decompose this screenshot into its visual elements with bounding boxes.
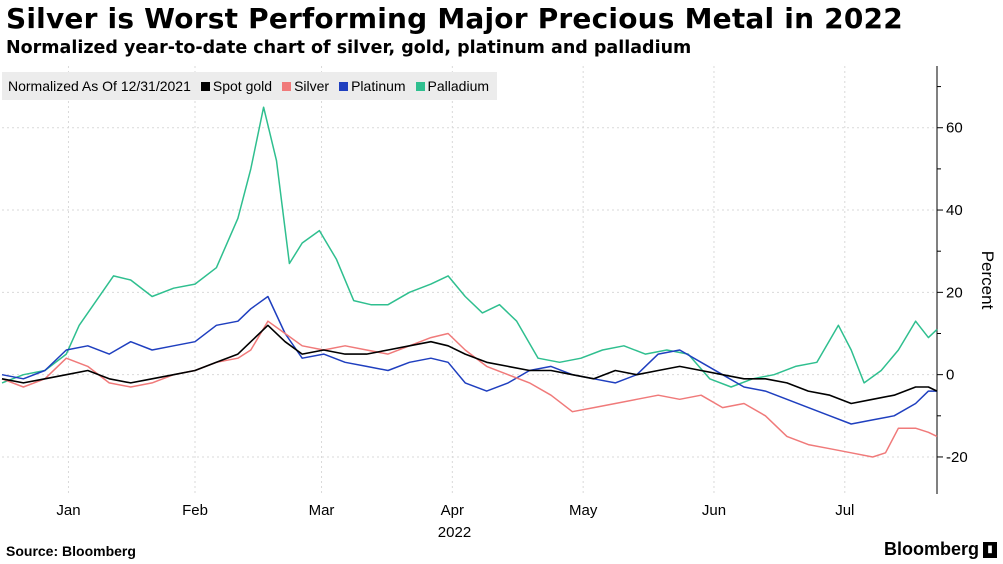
series-line-spot-gold (1, 324, 938, 405)
x-axis-label: 2022 (438, 524, 471, 541)
legend-label-palladium: Palladium (427, 78, 490, 94)
y-tick-label: 40 (946, 202, 963, 219)
x-tick-label: Jun (702, 502, 726, 519)
x-tick-label: May (569, 502, 598, 519)
legend-swatch-spot-gold (200, 81, 210, 91)
y-tick-label: 20 (946, 284, 963, 301)
series-line-silver (1, 320, 938, 458)
legend-item-platinum: Platinum (339, 78, 406, 94)
legend-label-platinum: Platinum (351, 78, 406, 94)
legend-item-silver: Silver (282, 78, 329, 94)
x-tick-label: Jan (56, 502, 80, 519)
y-tick-label: -20 (946, 449, 968, 466)
legend-swatch-silver (282, 81, 292, 91)
bloomberg-mark-icon: ▮ (983, 541, 997, 558)
series-line-palladium (1, 106, 938, 388)
chart-subtitle: Normalized year-to-date chart of silver,… (6, 38, 692, 58)
brand-name: Bloomberg (883, 539, 979, 559)
y-tick-label: 0 (946, 367, 954, 384)
legend-note: Normalized As Of 12/31/2021 (8, 78, 191, 94)
legend-item-spot-gold: Spot gold (200, 78, 273, 94)
legend-label-spot-gold: Spot gold (212, 78, 273, 94)
chart-legend: Normalized As Of 12/31/2021 Spot gold Si… (2, 72, 498, 100)
legend-label-silver: Silver (294, 78, 330, 94)
x-tick-label: Mar (309, 502, 335, 519)
legend-swatch-platinum (339, 81, 349, 91)
y-axis-label: Percent (978, 251, 997, 310)
x-tick-label: Apr (441, 502, 464, 519)
series-line-platinum (1, 295, 937, 425)
y-tick-label: 60 (946, 120, 963, 137)
legend-item-palladium: Palladium (415, 78, 490, 94)
x-tick-label: Feb (182, 502, 208, 519)
brand-logo: Bloomberg ▮ (884, 539, 997, 560)
x-tick-label: Jul (835, 502, 854, 519)
legend-swatch-palladium (415, 81, 425, 91)
source-note: Source: Bloomberg (6, 543, 136, 559)
chart-title: Silver is Worst Performing Major Preciou… (6, 2, 903, 35)
